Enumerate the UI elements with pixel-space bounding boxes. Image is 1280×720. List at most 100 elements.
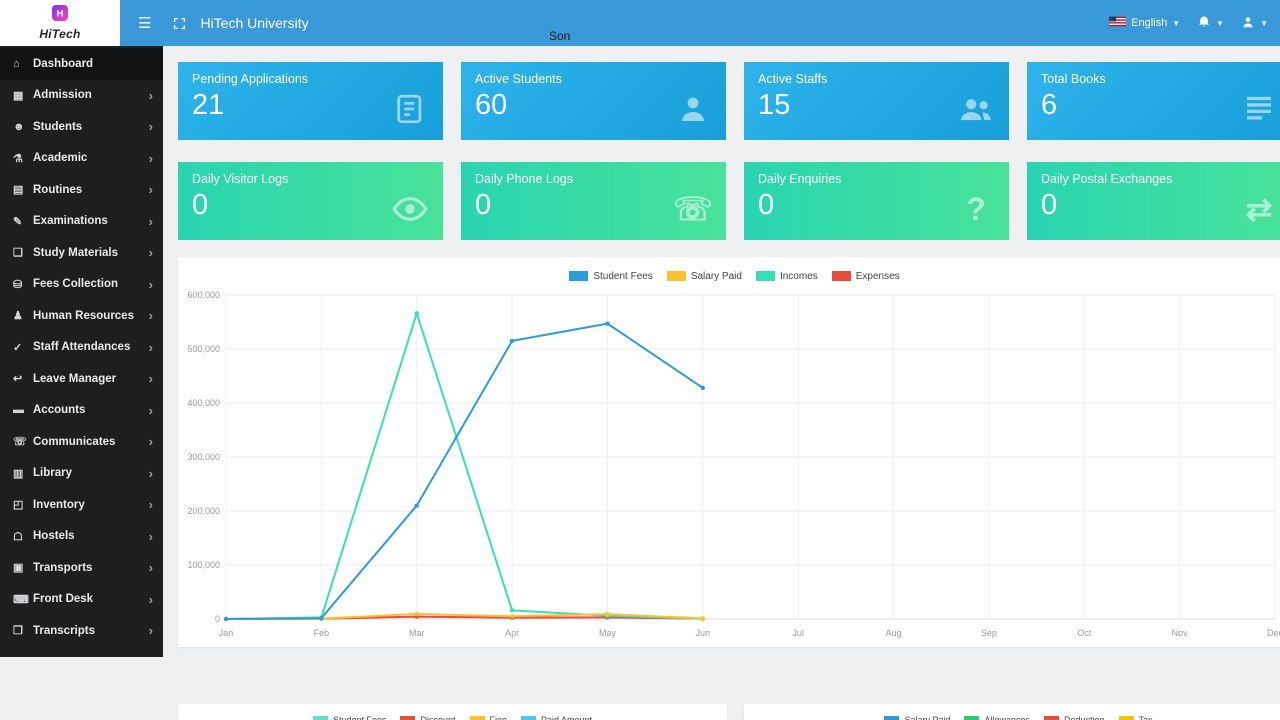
sidebar-item-accounts[interactable]: ▬ Accounts › <box>0 395 163 427</box>
flag-icon <box>1109 16 1127 30</box>
sidebar-item-admission[interactable]: ▦ Admission › <box>0 80 163 112</box>
sidebar-item-label: Routines <box>33 183 83 196</box>
stat-card-value: 60 <box>475 89 508 121</box>
chevron-right-icon: › <box>148 213 153 229</box>
sidebar-item-front-desk[interactable]: ⌨ Front Desk › <box>0 584 163 616</box>
chevron-right-icon: › <box>148 434 153 450</box>
legend-item-deduction[interactable]: Deduction <box>1044 715 1105 720</box>
sidebar-item-label: Communicates <box>33 435 116 448</box>
inventory-icon: ◰ <box>13 499 24 512</box>
language-label: English <box>1131 17 1168 29</box>
sidebar: ⌂ Dashboard ▦ Admission › ☻ Students › ⚗ Academic… <box>0 46 163 657</box>
sidebar-item-dashboard[interactable]: ⌂ Dashboard <box>0 48 163 80</box>
sidebar-item-transcripts[interactable]: ❐ Transcripts › <box>0 615 163 647</box>
svg-text:Mar: Mar <box>409 628 425 638</box>
sidebar-item-leave-manager[interactable]: ↩ Leave Manager › <box>0 363 163 395</box>
brand-logo-icon: H <box>52 5 68 26</box>
legend-item-discount[interactable]: Discount <box>400 715 456 720</box>
sidebar-item-label: Academic <box>33 152 88 165</box>
sidebar-item-label: Study Materials <box>33 246 118 259</box>
sidebar-item-label: Examinations <box>33 215 108 228</box>
stat-card-title: Daily Visitor Logs <box>192 172 289 186</box>
sidebar-item-label: Fees Collection <box>33 278 118 291</box>
phone-icon: ☏ <box>672 191 713 227</box>
eye-icon <box>389 188 431 230</box>
dashboard-icon: ⌂ <box>13 57 20 70</box>
transports-icon: ▣ <box>13 562 24 575</box>
sidebar-item-inventory[interactable]: ◰ Inventory › <box>0 489 163 521</box>
sidebar-item-library[interactable]: ▥ Library › <box>0 458 163 490</box>
legend-item-student-fees[interactable]: Student Fees <box>312 715 387 720</box>
sidebar-item-communicates[interactable]: ☏ Communicates › <box>0 426 163 458</box>
stat-card-total-books: Total Books 6 <box>1027 62 1280 140</box>
fees-chart-legend: Student Fees Discount Fine Paid Amount <box>178 713 727 720</box>
stat-card-title: Daily Phone Logs <box>475 172 573 186</box>
front-desk-icon: ⌨ <box>13 593 29 606</box>
legend-label: Fine <box>489 715 508 720</box>
stat-card-title: Daily Enquiries <box>758 172 842 186</box>
legend-item-expenses[interactable]: Expenses <box>831 271 900 282</box>
legend-label: Student Fees <box>593 270 653 282</box>
chevron-right-icon: › <box>148 182 153 198</box>
menu-toggle-icon[interactable]: ☰ <box>138 14 152 32</box>
stat-card-active-staffs: Active Staffs 15 <box>744 62 1009 140</box>
legend-label: Salary Paid <box>904 715 951 720</box>
leave-manager-icon: ↩ <box>13 373 23 386</box>
chevron-right-icon: › <box>148 497 153 513</box>
student-icon <box>672 88 714 130</box>
language-selector[interactable]: English ▼ <box>1109 16 1180 30</box>
sidebar-item-academic[interactable]: ⚗ Academic › <box>0 143 163 175</box>
legend-item-fine[interactable]: Fine <box>469 715 508 720</box>
svg-text:May: May <box>599 628 617 638</box>
sidebar-item-study-materials[interactable]: ❏ Study Materials › <box>0 237 163 269</box>
stat-card-pending-applications: Pending Applications 21 <box>178 62 443 140</box>
bottom-charts-row: Student Fees Discount Fine Paid Amount Sala… <box>178 704 1280 720</box>
chevron-right-icon: › <box>148 87 153 103</box>
sidebar-item-human-resources[interactable]: ♟ Human Resources › <box>0 300 163 332</box>
notifications-button[interactable]: ▼ <box>1197 15 1224 32</box>
sidebar-item-label: Transports <box>33 561 93 574</box>
sidebar-item-label: Dashboard <box>33 57 94 70</box>
fullscreen-icon[interactable] <box>173 17 186 30</box>
user-menu-button[interactable]: ▼ <box>1241 15 1268 32</box>
legend-label: Salary Paid <box>690 270 742 282</box>
sidebar-item-transports[interactable]: ▣ Transports › <box>0 552 163 584</box>
admission-icon: ▦ <box>13 89 24 102</box>
stat-cards-row-1: Pending Applications 21 Active Students 60 A… <box>178 62 1280 140</box>
chevron-right-icon: › <box>148 371 153 387</box>
legend-label: Incomes <box>779 270 818 282</box>
svg-text:0: 0 <box>215 614 220 624</box>
legend-swatch <box>400 716 416 720</box>
legend-swatch <box>521 716 537 720</box>
chevron-right-icon: › <box>148 276 153 292</box>
chevron-right-icon: › <box>148 560 153 576</box>
legend-item-salary-paid[interactable]: Salary Paid <box>884 715 950 720</box>
question-icon: ? <box>966 191 986 227</box>
chevron-right-icon: › <box>148 150 153 166</box>
human-resources-icon: ♟ <box>13 310 23 323</box>
svg-text:Jan: Jan <box>219 628 234 638</box>
sidebar-item-students[interactable]: ☻ Students › <box>0 111 163 143</box>
legend-label: Deduction <box>1064 715 1105 720</box>
legend-item-student-fees[interactable]: Student Fees <box>569 270 653 282</box>
legend-swatch <box>1118 716 1134 720</box>
svg-text:500,000: 500,000 <box>187 344 220 354</box>
sidebar-item-fees-collection[interactable]: ⛁ Fees Collection › <box>0 269 163 301</box>
legend-item-salary-paid[interactable]: Salary Paid <box>666 270 742 282</box>
sidebar-item-staff-attendances[interactable]: ✓ Staff Attendances › <box>0 332 163 364</box>
sidebar-item-examinations[interactable]: ✎ Examinations › <box>0 206 163 238</box>
legend-swatch <box>964 716 980 720</box>
sidebar-item-routines[interactable]: ▤ Routines › <box>0 174 163 206</box>
sidebar-item-hostels[interactable]: ☖ Hostels › <box>0 521 163 553</box>
chevron-right-icon: › <box>148 591 153 607</box>
svg-text:600,000: 600,000 <box>187 290 220 300</box>
accounts-icon: ▬ <box>13 404 24 417</box>
legend-item-tax[interactable]: Tax <box>1118 715 1153 720</box>
legend-item-allowances[interactable]: Allowances <box>964 715 1030 720</box>
brand-logo[interactable]: H HiTech <box>0 0 120 46</box>
legend-item-incomes[interactable]: Incomes <box>755 270 818 282</box>
chevron-down-icon: ▼ <box>1260 18 1268 28</box>
legend-item-paid-amount[interactable]: Paid Amount <box>521 715 592 720</box>
brand-name: HiTech <box>39 27 81 41</box>
legend-label: Student Fees <box>332 715 387 720</box>
